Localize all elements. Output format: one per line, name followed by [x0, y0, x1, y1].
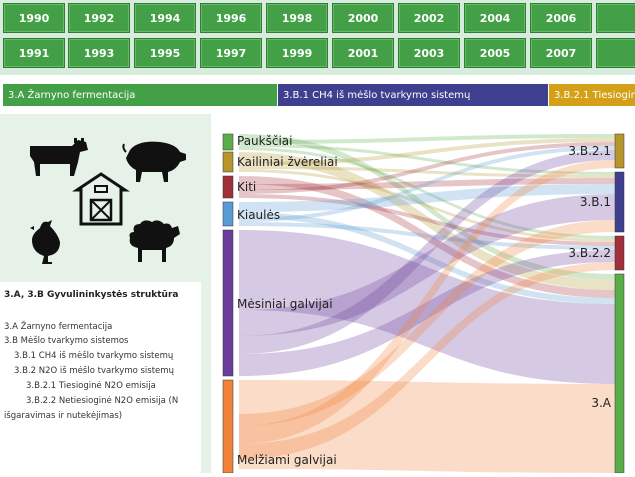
sankey-target-node-1[interactable]: [614, 171, 625, 233]
year-button-next[interactable]: [596, 3, 635, 33]
year-button-1994[interactable]: 1994: [134, 3, 196, 33]
year-button-2007[interactable]: 2007: [530, 38, 592, 68]
sankey-link-17[interactable]: [239, 194, 615, 336]
category-bar: 3.A Žarnyno fermentacija 3.B.1 CH4 iš mė…: [0, 84, 635, 106]
livestock-icons: [30, 138, 186, 264]
sankey-source-node-5[interactable]: [222, 379, 234, 474]
sankey-source-node-1[interactable]: [222, 151, 234, 173]
year-button-1997[interactable]: 1997: [200, 38, 262, 68]
barn-icon: [72, 172, 130, 226]
year-button-1996[interactable]: 1996: [200, 3, 262, 33]
sankey-source-node-4[interactable]: [222, 229, 234, 377]
category-3a[interactable]: 3.A Žarnyno fermentacija: [3, 84, 277, 106]
legend-item-3b2[interactable]: 3.B.2 N2O iš mėšlo tvarkymo sistemų: [14, 366, 174, 376]
sankey-chart: Paukščiai Kailiniai žvėreliai Kiti Kiaulės M…: [222, 133, 625, 474]
sankey-link-23[interactable]: [239, 262, 615, 459]
sankey-source-node-3[interactable]: [222, 201, 234, 227]
legend-title: 3.A, 3.B Gyvulininkystės struktūra: [4, 290, 179, 300]
year-button-next[interactable]: [596, 38, 635, 68]
sankey-link-0[interactable]: [239, 134, 615, 280]
sankey-chart-area: Paukščiai Kailiniai žvėreliai Kiti Kiaulės M…: [211, 114, 635, 474]
sankey-link-10[interactable]: [239, 142, 615, 194]
sankey-source-label-1: Kailiniai žvėreliai: [237, 155, 338, 169]
sankey-link-8[interactable]: [239, 176, 615, 298]
sankey-source-label-4: Mėsiniai galvijai: [237, 297, 333, 311]
sankey-link-21[interactable]: [239, 220, 615, 426]
year-button-1998[interactable]: 1998: [266, 3, 328, 33]
year-selector: 1990 1992 1994 1996 1998 2000 2002 2004 2006 199…: [0, 0, 635, 75]
sankey-link-11[interactable]: [239, 194, 615, 246]
sankey-target-node-3[interactable]: [614, 273, 625, 474]
sankey-link-15[interactable]: [239, 222, 615, 250]
sankey-source-node-2[interactable]: [222, 175, 234, 199]
sankey-link-3[interactable]: [239, 147, 615, 239]
category-3b1[interactable]: 3.B.1 CH4 iš mėšlo tvarkymo sistemų: [278, 84, 548, 106]
sankey-target-label-3: 3.A: [591, 396, 611, 410]
chicken-icon: [30, 220, 60, 264]
sankey-link-9[interactable]: [239, 178, 615, 190]
year-button-2000[interactable]: 2000: [332, 3, 394, 33]
sankey-link-16[interactable]: [239, 230, 615, 384]
sankey-link-4[interactable]: [239, 152, 615, 290]
year-button-2006[interactable]: 2006: [530, 3, 592, 33]
sankey-target-node-2[interactable]: [614, 235, 625, 271]
cow-icon: [30, 138, 88, 176]
legend-item-3b21[interactable]: 3.B.2.1 Tiesioginė N2O emisija: [26, 381, 156, 391]
year-button-2002[interactable]: 2002: [398, 3, 460, 33]
year-button-1990[interactable]: 1990: [3, 3, 65, 33]
pig-icon: [122, 141, 186, 182]
sankey-link-20[interactable]: [239, 380, 615, 473]
sankey-link-7[interactable]: [239, 169, 615, 242]
sankey-target-label-2: 3.B.2.2: [568, 246, 611, 260]
sankey-link-2[interactable]: [239, 144, 615, 175]
year-button-1995[interactable]: 1995: [134, 38, 196, 68]
year-button-1992[interactable]: 1992: [68, 3, 130, 33]
sankey-link-6[interactable]: [239, 166, 615, 178]
sankey-source-label-3: Kiaulės: [237, 208, 280, 222]
sankey-link-5[interactable]: [239, 138, 615, 166]
sankey-source-node-0[interactable]: [222, 133, 234, 151]
year-button-2005[interactable]: 2005: [464, 38, 526, 68]
legend-item-3a[interactable]: 3.A Žarnyno fermentacija: [4, 322, 113, 332]
sankey-link-18[interactable]: [239, 150, 615, 354]
year-button-2003[interactable]: 2003: [398, 38, 460, 68]
sankey-source-label-2: Kiti: [237, 180, 256, 194]
year-button-2004[interactable]: 2004: [464, 3, 526, 33]
sankey-link-12[interactable]: [239, 184, 615, 212]
sankey-target-node-0[interactable]: [614, 133, 625, 169]
legend-item-3b1[interactable]: 3.B.1 CH4 iš mėšlo tvarkymo sistemų: [14, 351, 174, 361]
sankey-target-label-1: 3.B.1: [580, 195, 611, 209]
sankey-link-1[interactable]: [239, 134, 615, 144]
year-button-2001[interactable]: 2001: [332, 38, 394, 68]
sankey-source-label-5: Melžiami galvijai: [237, 453, 337, 467]
sankey-link-13[interactable]: [239, 212, 615, 304]
year-button-1991[interactable]: 1991: [3, 38, 65, 68]
year-button-1993[interactable]: 1993: [68, 38, 130, 68]
category-3b21[interactable]: 3.B.2.1 Tiesioginė N2O emisija: [549, 84, 635, 106]
sankey-link-22[interactable]: [239, 160, 615, 444]
legend-panel: [0, 282, 201, 473]
sankey-link-19[interactable]: [239, 250, 615, 376]
sankey-link-14[interactable]: [239, 146, 615, 222]
sheep-icon: [129, 220, 180, 262]
sankey-target-label-0: 3.B.2.1: [568, 144, 611, 158]
legend-item-3b22-cont: išgaravimas ir nutekėjimas): [4, 411, 123, 421]
year-button-1999[interactable]: 1999: [266, 38, 328, 68]
legend-item-3b[interactable]: 3.B Mėšlo tvarkymo sistemos: [4, 336, 129, 346]
legend-item-3b22[interactable]: 3.B.2.2 Netiesioginė N2O emisija (N: [26, 396, 179, 406]
sankey-source-label-0: Paukščiai: [237, 134, 292, 148]
